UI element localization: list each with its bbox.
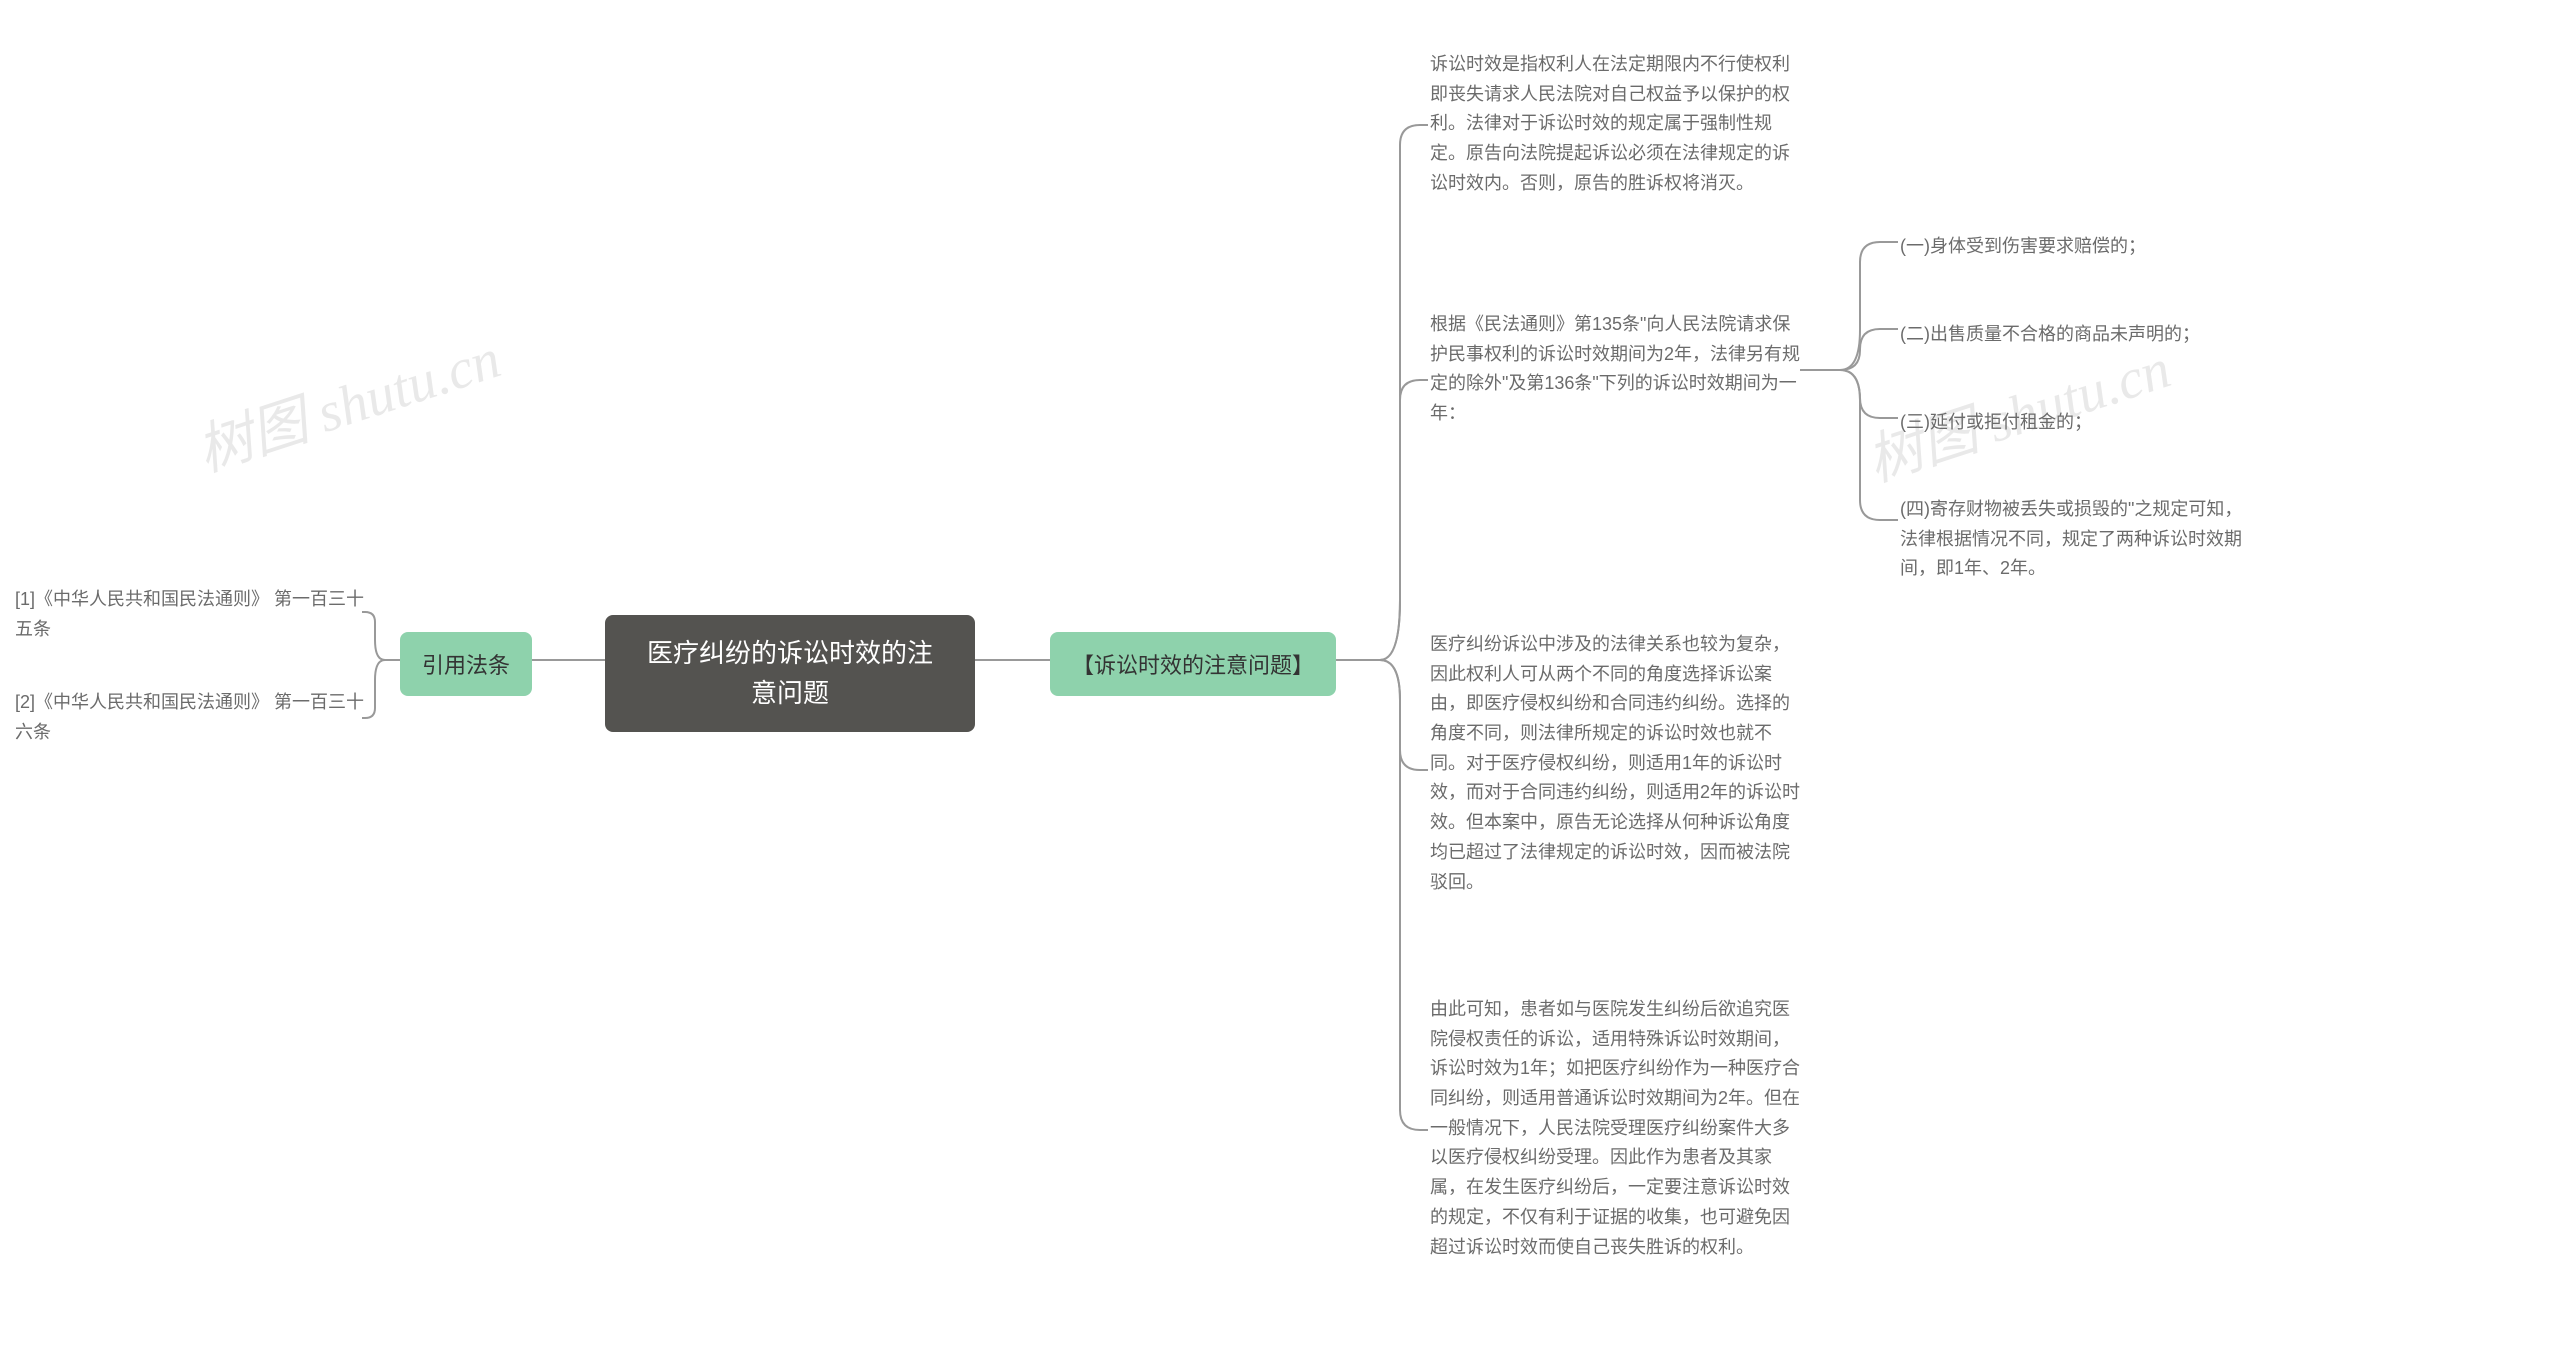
branch-right-label: 【诉讼时效的注意问题】 [1072,648,1314,680]
left-leaf-0: [1]《中华人民共和国民法通则》 第一百三十五条 [15,585,365,644]
right-leaf-2: 医疗纠纷诉讼中涉及的法律关系也较为复杂，因此权利人可从两个不同的角度选择诉讼案由… [1430,630,1800,897]
branch-left-label: 引用法条 [422,648,510,680]
left-leaf-1: [2]《中华人民共和国民法通则》 第一百三十六条 [15,688,365,747]
right-leaf-1-child-0: (一)身体受到伤害要求赔偿的； [1900,232,2260,262]
right-leaf-3: 由此可知，患者如与医院发生纠纷后欲追究医院侵权责任的诉讼，适用特殊诉讼时效期间，… [1430,995,1800,1262]
right-leaf-1-child-1: (二)出售质量不合格的商品未声明的； [1900,320,2260,350]
center-node[interactable]: 医疗纠纷的诉讼时效的注意问题 [605,615,975,732]
right-leaf-0: 诉讼时效是指权利人在法定期限内不行使权利即丧失请求人民法院对自己权益予以保护的权… [1430,50,1800,198]
watermark-1: 树图 shutu.cn [185,313,509,487]
right-leaf-1-child-3: (四)寄存财物被丢失或损毁的"之规定可知，法律根据情况不同，规定了两种诉讼时效期… [1900,495,2260,584]
right-leaf-1-child-2: (三)延付或拒付租金的； [1900,408,2260,438]
center-node-text: 医疗纠纷的诉讼时效的注意问题 [635,633,945,714]
right-leaf-1: 根据《民法通则》第135条"向人民法院请求保护民事权利的诉讼时效期间为2年，法律… [1430,310,1800,429]
branch-left[interactable]: 引用法条 [400,632,532,696]
branch-right[interactable]: 【诉讼时效的注意问题】 [1050,632,1336,696]
